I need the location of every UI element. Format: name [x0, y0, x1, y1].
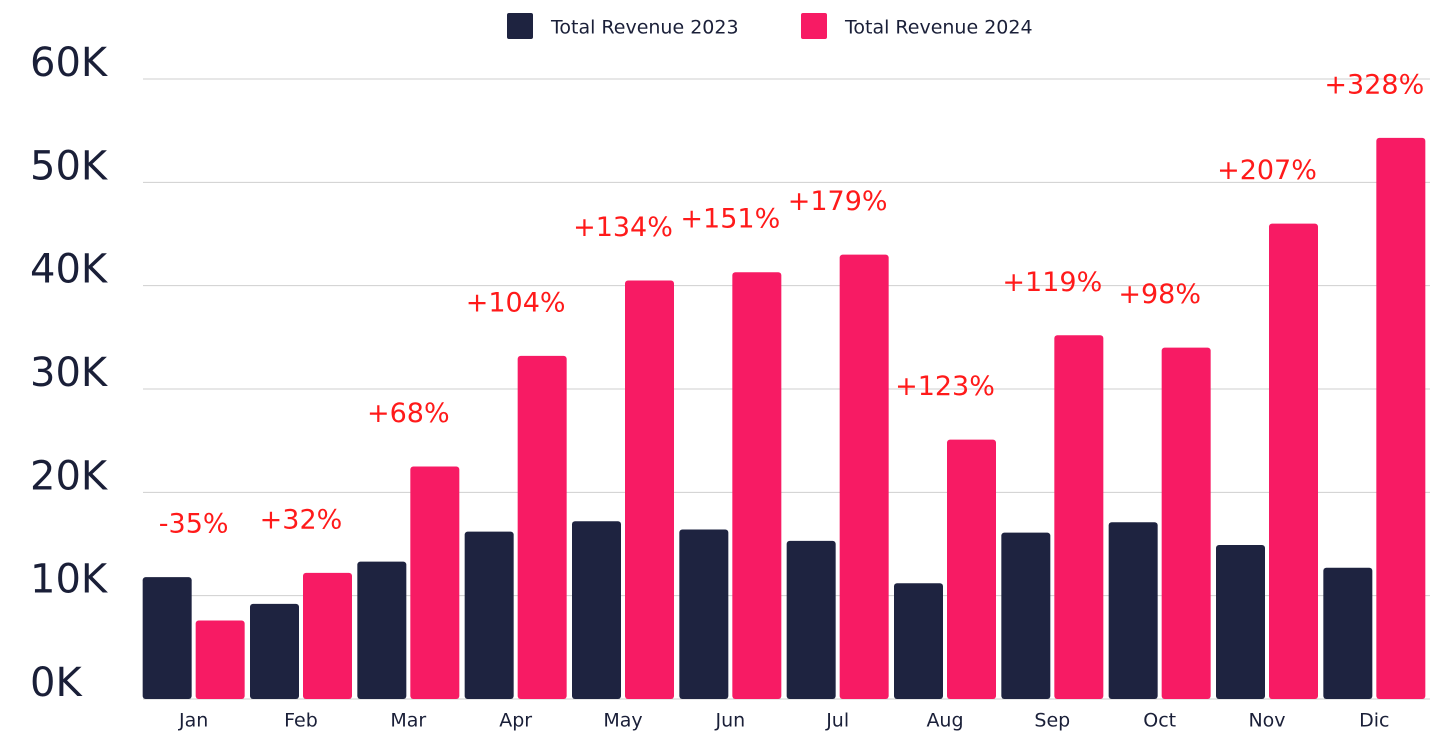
bar: [572, 521, 621, 699]
bar: [1323, 567, 1373, 699]
x-tick-label: Oct: [1143, 710, 1176, 732]
annotation: +134%: [573, 212, 673, 243]
annotation: +179%: [788, 186, 888, 217]
bar: [1376, 137, 1426, 699]
annotation: +32%: [260, 504, 343, 535]
x-tick-label: Mar: [390, 710, 426, 732]
bar: [195, 620, 245, 699]
bar: [410, 466, 460, 699]
x-tick-label: Dic: [1359, 710, 1389, 732]
bar: [464, 531, 514, 699]
legend-swatch: [507, 13, 533, 39]
annotation: +123%: [895, 371, 995, 402]
bar: [1108, 522, 1158, 699]
annotation: +151%: [680, 204, 780, 235]
x-tick-label: Apr: [499, 710, 532, 732]
y-tick-label: 0K: [30, 660, 83, 706]
y-tick-label: 10K: [30, 557, 109, 603]
annotation: +68%: [367, 398, 450, 429]
x-tick-label: Jun: [714, 710, 745, 732]
bar: [303, 572, 352, 699]
bar: [679, 529, 729, 699]
bar: [625, 280, 674, 699]
bar: [142, 577, 192, 699]
bar: [357, 561, 407, 699]
y-tick-label: 50K: [30, 143, 109, 189]
annotation: +98%: [1118, 279, 1201, 310]
y-tick-label: 40K: [30, 247, 109, 293]
annotation: +119%: [1002, 267, 1102, 298]
bar: [786, 540, 836, 699]
bar: [839, 254, 889, 699]
x-tick-label: Jul: [825, 710, 849, 732]
legend-swatch: [801, 13, 827, 39]
legend-label: Total Revenue 2023: [550, 17, 739, 39]
bar: [517, 355, 567, 699]
annotation: -35%: [159, 509, 229, 540]
bar: [894, 583, 943, 699]
annotation: +104%: [466, 287, 566, 318]
bar: [947, 439, 996, 699]
annotation: +207%: [1217, 155, 1317, 186]
y-tick-label: 30K: [30, 350, 109, 396]
annotation: +328%: [1324, 69, 1424, 100]
x-tick-label: Jan: [178, 710, 208, 732]
bar: [1001, 532, 1051, 699]
x-tick-label: Aug: [926, 710, 963, 732]
x-tick-label: Nov: [1248, 710, 1285, 732]
bar: [1216, 545, 1265, 699]
bar: [1161, 347, 1211, 699]
y-tick-label: 20K: [30, 453, 109, 499]
x-tick-label: May: [603, 710, 642, 732]
bar: [732, 272, 782, 699]
y-tick-label: 60K: [30, 40, 109, 86]
bar: [1054, 335, 1104, 699]
bar: [250, 603, 299, 699]
x-tick-label: Feb: [284, 710, 318, 732]
x-tick-label: Sep: [1034, 710, 1070, 732]
bar: [1269, 223, 1318, 699]
legend-label: Total Revenue 2024: [844, 17, 1033, 39]
